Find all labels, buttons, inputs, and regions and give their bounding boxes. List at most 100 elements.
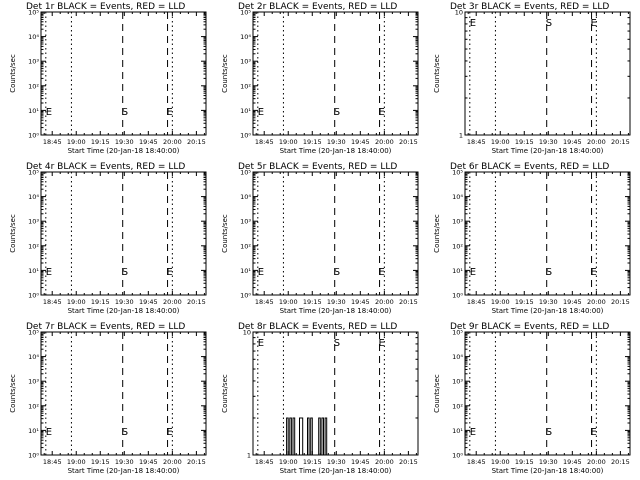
x-tick-label: 20:00: [375, 298, 394, 306]
x-tick-label: 19:00: [279, 298, 298, 306]
panel-title: Det 9r BLACK = Events, RED = LLD: [450, 322, 609, 332]
plot-frame: [464, 11, 631, 136]
x-tick-label: 19:45: [563, 458, 582, 466]
x-tick-label: 19:15: [515, 458, 534, 466]
x-tick-label: 20:00: [163, 138, 182, 146]
x-tick-label: 18:45: [43, 458, 62, 466]
x-tick-label: 20:15: [611, 458, 630, 466]
x-tick-label: 19:30: [327, 458, 346, 466]
panel-title: Det 6r BLACK = Events, RED = LLD: [450, 162, 609, 172]
marker-label-e: E: [470, 427, 476, 438]
x-axis-label: Start Time (20-Jan-18 18:40:00): [492, 307, 604, 315]
x-tick-label: 20:00: [587, 298, 606, 306]
y-axis-label: Counts/sec: [9, 374, 17, 413]
x-tick-label: 19:15: [515, 138, 534, 146]
x-tick-label: 19:45: [139, 298, 158, 306]
y-tick-label: 10⁴: [452, 193, 463, 201]
x-tick-label: 19:45: [563, 298, 582, 306]
x-axis-label: Start Time (20-Jan-18 18:40:00): [68, 147, 180, 155]
x-tick-label: 18:45: [467, 298, 486, 306]
y-tick-label: 10³: [452, 378, 463, 386]
panel-det-3r: Det 3r BLACK = Events, RED = LLD 18:45 19:…: [433, 2, 631, 155]
marker-label-e: E: [167, 267, 173, 278]
plot-frame: [40, 11, 207, 136]
marker-label-e: E: [258, 338, 264, 349]
x-tick-label: 19:30: [327, 298, 346, 306]
x-tick-label: 18:45: [467, 138, 486, 146]
x-tick-label: 18:45: [255, 138, 274, 146]
x-tick-label: 20:15: [611, 138, 630, 146]
marker-label-e: E: [470, 18, 476, 29]
y-tick-label: 10³: [28, 58, 39, 66]
y-tick-label: 10²: [452, 242, 463, 250]
y-tick-label: 10⁵: [28, 9, 39, 17]
x-tick-label: 20:00: [375, 138, 394, 146]
y-tick-label: 10⁴: [28, 33, 39, 41]
panel-title: Det 7r BLACK = Events, RED = LLD: [26, 322, 185, 332]
x-axis-label: Start Time (20-Jan-18 18:40:00): [492, 467, 604, 475]
plot-frame: [252, 331, 419, 456]
y-tick-label: 10²: [240, 82, 251, 90]
plot-frame: [252, 171, 419, 296]
y-tick-label: 10⁴: [240, 33, 251, 41]
x-axis-label: Start Time (20-Jan-18 18:40:00): [68, 467, 180, 475]
y-tick-label: 10⁵: [28, 329, 39, 337]
x-tick-label: 19:00: [491, 458, 510, 466]
marker-label-e: E: [46, 267, 52, 278]
x-axis-label: Start Time (20-Jan-18 18:40:00): [68, 307, 180, 315]
x-axis-label: Start Time (20-Jan-18 18:40:00): [280, 147, 392, 155]
x-tick-label: 19:30: [539, 298, 558, 306]
y-tick-label: 10¹: [28, 107, 39, 115]
y-tick-label: 10⁰: [28, 132, 39, 140]
panel-det-7r: Det 7r BLACK = Events, RED = LLD 18:45 19:…: [9, 322, 207, 475]
marker-label-e: E: [591, 267, 597, 278]
y-tick-label: 1: [459, 132, 463, 140]
y-tick-label: 10²: [240, 242, 251, 250]
marker-label-e: E: [258, 267, 264, 278]
x-tick-label: 19:45: [351, 298, 370, 306]
y-tick-label: 10⁰: [28, 452, 39, 460]
y-tick-label: 10¹: [240, 267, 251, 275]
x-tick-label: 19:45: [351, 458, 370, 466]
panel-title: Det 8r BLACK = Events, RED = LLD: [238, 322, 397, 332]
x-tick-label: 19:30: [539, 458, 558, 466]
marker-label-e: E: [470, 267, 476, 278]
x-tick-label: 19:45: [563, 138, 582, 146]
x-tick-label: 18:45: [43, 298, 62, 306]
y-tick-label: 10⁵: [452, 169, 463, 177]
x-tick-label: 19:15: [303, 138, 322, 146]
y-axis-label: Counts/sec: [9, 214, 17, 253]
y-tick-label: 10⁰: [240, 132, 251, 140]
x-tick-label: 19:15: [91, 138, 110, 146]
y-tick-label: 10³: [28, 378, 39, 386]
y-tick-label: 10⁵: [28, 169, 39, 177]
x-tick-label: 19:00: [491, 298, 510, 306]
x-tick-label: 19:15: [91, 458, 110, 466]
panel-det-9r: Det 9r BLACK = Events, RED = LLD 18:45 19:…: [433, 322, 631, 475]
y-axis-label: Counts/sec: [433, 374, 441, 413]
x-tick-label: 19:45: [139, 138, 158, 146]
marker-label-e: E: [167, 427, 173, 438]
x-tick-label: 20:15: [611, 298, 630, 306]
y-tick-label: 10⁰: [452, 292, 463, 300]
panel-det-8r: Det 8r BLACK = Events, RED = LLD 18:45 19:…: [221, 322, 419, 475]
y-tick-label: 10³: [452, 218, 463, 226]
panel-det-2r: Det 2r BLACK = Events, RED = LLD 18:45 19:…: [221, 2, 419, 155]
x-tick-label: 19:30: [115, 458, 134, 466]
marker-label-s: S: [122, 267, 128, 278]
marker-label-e: E: [591, 427, 597, 438]
y-tick-label: 10¹: [452, 267, 463, 275]
y-tick-label: 10³: [240, 58, 251, 66]
x-tick-label: 20:00: [163, 458, 182, 466]
panel-title: Det 1r BLACK = Events, RED = LLD: [26, 2, 185, 12]
y-tick-label: 10⁰: [240, 292, 251, 300]
x-tick-label: 19:15: [303, 458, 322, 466]
x-axis-label: Start Time (20-Jan-18 18:40:00): [280, 467, 392, 475]
marker-label-s: S: [334, 107, 340, 118]
x-tick-label: 19:30: [115, 138, 134, 146]
marker-label-s: S: [122, 427, 128, 438]
panel-title: Det 4r BLACK = Events, RED = LLD: [26, 162, 185, 172]
marker-label-e: E: [258, 107, 264, 118]
panel-title: Det 5r BLACK = Events, RED = LLD: [238, 162, 397, 172]
